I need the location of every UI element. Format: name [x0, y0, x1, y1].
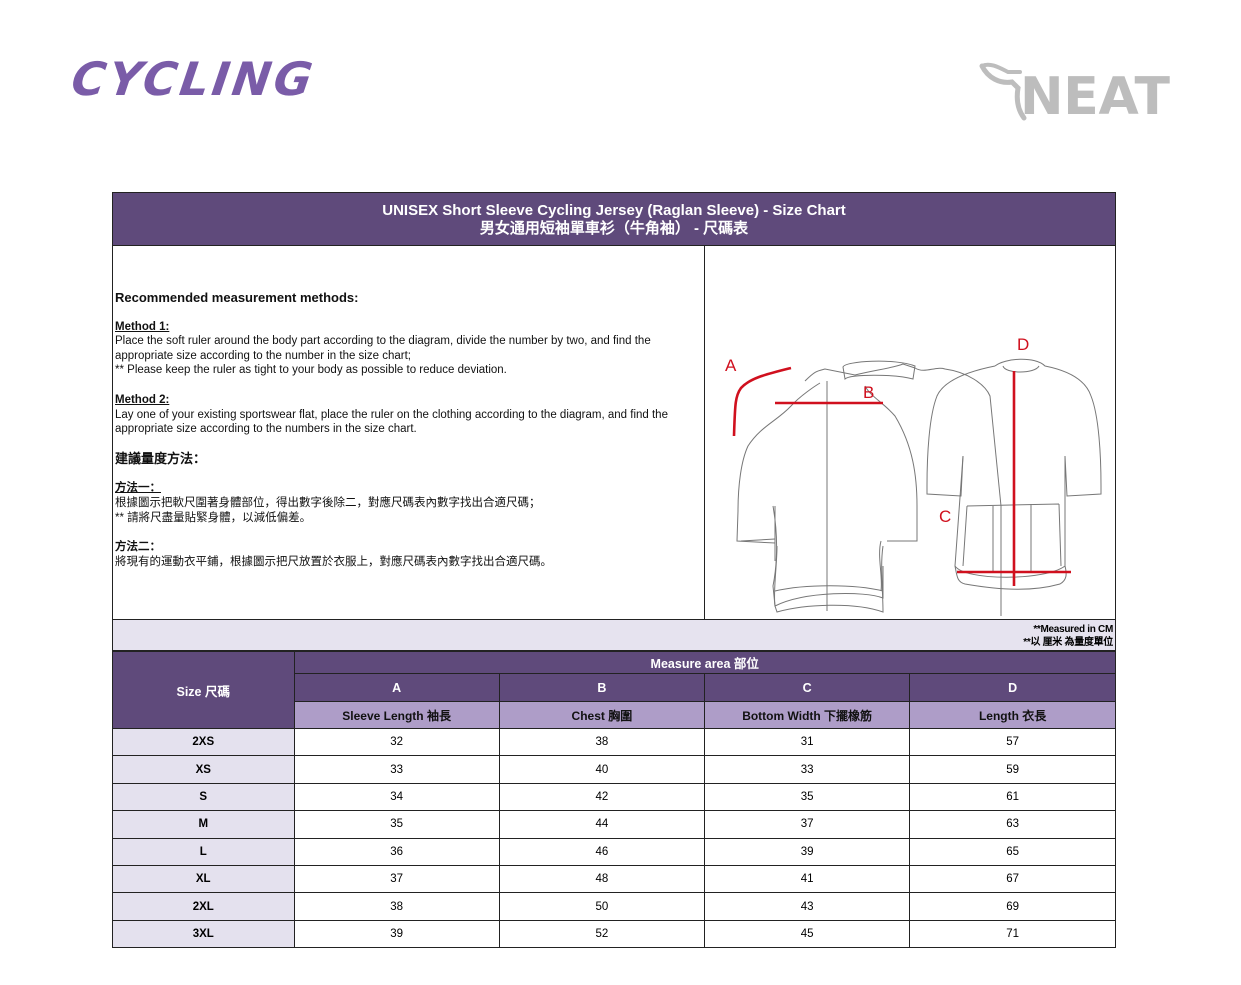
value-cell: 40	[498, 755, 706, 784]
value-cell: 43	[703, 892, 911, 921]
title-zh: 男女通用短袖單車衫（牛角袖） - 尺碼表	[479, 220, 749, 237]
measurement-methods: Recommended measurement methods: Method …	[113, 246, 705, 619]
table-row: S 34 42 35 61	[113, 782, 1115, 811]
size-cell: XL	[113, 864, 295, 893]
column-letter: D	[909, 673, 1115, 702]
column-name: Length 衣長	[909, 701, 1115, 729]
table-row: 2XL 38 50 43 69	[113, 892, 1115, 921]
value-cell: 46	[498, 837, 706, 866]
measurement-unit-note: **Measured in CM **以 厘米 為量度單位	[113, 620, 1115, 651]
value-cell: 33	[703, 755, 911, 784]
column-letter: B	[498, 673, 706, 702]
value-cell: 38	[293, 892, 500, 921]
size-header: Size 尺碼	[113, 651, 295, 729]
size-cell: M	[113, 810, 295, 839]
label-b: B	[863, 383, 874, 402]
method1-label: Method 1:	[115, 320, 170, 333]
column-name: Chest 胸圍	[498, 701, 706, 729]
method2-label: Method 2:	[115, 393, 170, 406]
table-row: M 35 44 37 63	[113, 810, 1115, 839]
method2-line2: appropriate size according to the number…	[115, 423, 417, 436]
zh-method1-note: ** 請將尺盡量貼緊身體，以減低偏差。	[115, 511, 312, 524]
table-row: XL 37 48 41 67	[113, 864, 1115, 893]
note-en: **Measured in CM	[1033, 624, 1113, 635]
value-cell: 39	[293, 919, 500, 948]
size-cell: 2XL	[113, 892, 295, 921]
chart-title: UNISEX Short Sleeve Cycling Jersey (Ragl…	[113, 193, 1115, 246]
value-cell: 69	[909, 892, 1115, 921]
value-cell: 67	[909, 864, 1115, 893]
table-row: L 36 46 39 65	[113, 837, 1115, 866]
value-cell: 41	[703, 864, 911, 893]
value-cell: 34	[293, 782, 500, 811]
value-cell: 57	[909, 727, 1115, 756]
zh-method2-label: 方法二：	[115, 541, 161, 554]
table-row: XS 33 40 33 59	[113, 755, 1115, 784]
value-cell: 31	[703, 727, 911, 756]
size-cell: L	[113, 837, 295, 866]
zh-method2-line: 將現有的運動衣平鋪，根據圖示把尺放置於衣服上，對應尺碼表內數字找出合適尺碼。	[115, 555, 552, 568]
value-cell: 61	[909, 782, 1115, 811]
column-letter: A	[294, 673, 500, 702]
label-c: C	[939, 507, 951, 526]
value-cell: 35	[703, 782, 911, 811]
value-cell: 63	[909, 810, 1115, 839]
neat-logo: NEAT	[979, 62, 1171, 123]
method1-line1: Place the soft ruler around the body par…	[115, 335, 651, 348]
value-cell: 35	[293, 810, 500, 839]
note-zh: **以 厘米 為量度單位	[1023, 637, 1113, 648]
value-cell: 50	[498, 892, 706, 921]
value-cell: 48	[498, 864, 706, 893]
methods-heading: Recommended measurement methods:	[115, 290, 359, 305]
value-cell: 36	[293, 837, 500, 866]
value-cell: 38	[498, 727, 706, 756]
method1-note: ** Please keep the ruler as tight to you…	[115, 364, 507, 377]
table-row: 2XS 32 38 31 57	[113, 727, 1115, 756]
value-cell: 71	[909, 919, 1115, 948]
value-cell: 45	[703, 919, 911, 948]
method1-line2: appropriate size according to the number…	[115, 349, 411, 362]
value-cell: 39	[703, 837, 911, 866]
method2-line1: Lay one of your existing sportswear flat…	[115, 408, 668, 421]
title-en: UNISEX Short Sleeve Cycling Jersey (Ragl…	[382, 202, 846, 219]
label-a: A	[725, 356, 737, 375]
size-chart-sheet: UNISEX Short Sleeve Cycling Jersey (Ragl…	[112, 192, 1116, 949]
column-name: Sleeve Length 袖長	[294, 701, 500, 729]
table-row: 3XL 39 52 45 71	[113, 919, 1115, 948]
jersey-diagram: A B C D	[705, 246, 1115, 619]
label-d: D	[1017, 335, 1029, 354]
measure-area-header: Measure area 部位	[293, 651, 1115, 674]
zh-methods-heading: 建議量度方法：	[115, 450, 207, 466]
jersey-illustration: A B C D	[725, 335, 1102, 616]
value-cell: 52	[498, 919, 706, 948]
value-cell: 32	[293, 727, 500, 756]
size-cell: S	[113, 782, 295, 811]
size-cell: 3XL	[113, 919, 295, 948]
svg-text:NEAT: NEAT	[1020, 67, 1171, 123]
size-cell: XS	[113, 755, 295, 784]
column-name: Bottom Width 下擺橡筋	[703, 701, 911, 729]
value-cell: 42	[498, 782, 706, 811]
cycling-logo: CYCLING	[68, 52, 319, 106]
column-letter: C	[703, 673, 911, 702]
value-cell: 59	[909, 755, 1115, 784]
zh-method1-label: 方法一：	[115, 482, 161, 495]
value-cell: 37	[703, 810, 911, 839]
value-cell: 65	[909, 837, 1115, 866]
value-cell: 33	[293, 755, 500, 784]
zh-method1-line: 根據圖示把軟尺圍著身體部位，得出數字後除二，對應尺碼表內數字找出合適尺碼；	[115, 496, 541, 509]
size-cell: 2XS	[113, 727, 295, 756]
value-cell: 37	[293, 864, 500, 893]
value-cell: 44	[498, 810, 706, 839]
measure-line-a	[732, 366, 792, 437]
